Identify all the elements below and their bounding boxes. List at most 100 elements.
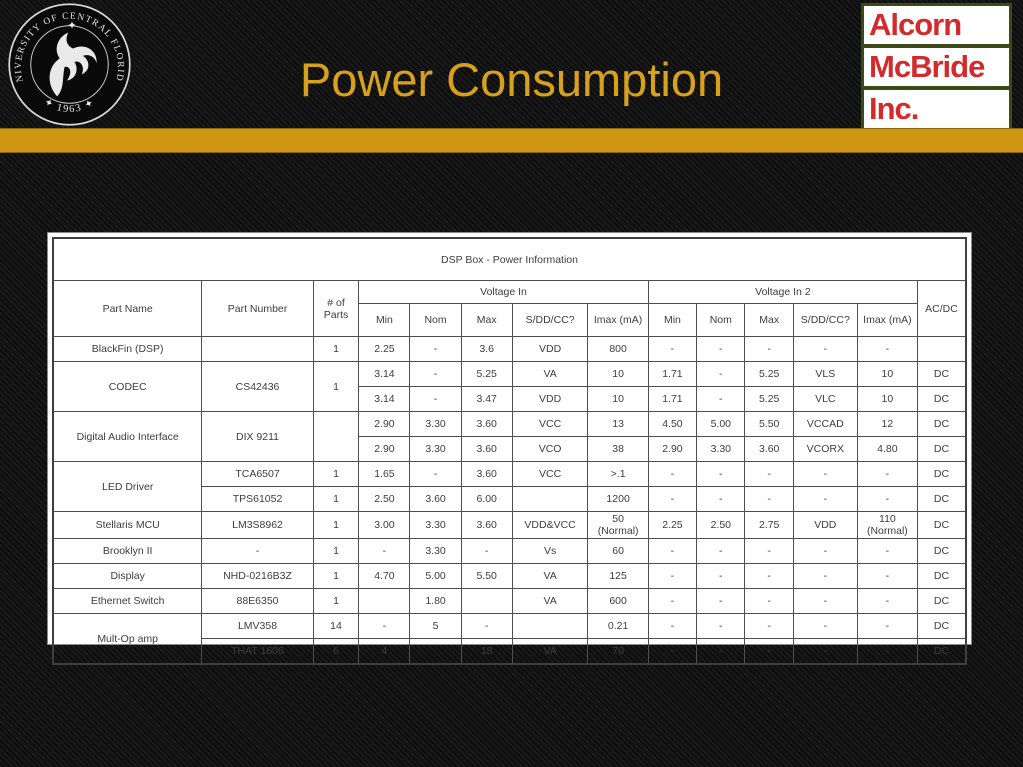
table-cell: 6 bbox=[312, 638, 360, 665]
table-cell: 5.25 bbox=[460, 361, 513, 387]
table-cell: 1 bbox=[312, 336, 360, 362]
gold-divider-bar bbox=[0, 128, 1023, 153]
power-table-panel: DSP Box - Power Information Part Name Pa… bbox=[47, 232, 972, 665]
table-cell: - bbox=[792, 486, 858, 512]
table-cell bbox=[201, 336, 314, 362]
table-cell: - bbox=[696, 638, 746, 665]
table-cell: VDD bbox=[511, 336, 589, 362]
table-cell: - bbox=[696, 336, 746, 362]
table-cell: DC bbox=[917, 638, 967, 665]
alcorn-logo-line: Alcorn bbox=[861, 3, 1012, 46]
table-cell: - bbox=[856, 336, 919, 362]
table-cell: VCO bbox=[511, 436, 589, 462]
table-cell: - bbox=[792, 588, 858, 614]
table-cell: - bbox=[792, 461, 858, 487]
table-cell: DC bbox=[917, 436, 967, 462]
table-cell: Stellaris MCU bbox=[52, 511, 203, 539]
table-cell: 50 (Normal) bbox=[587, 511, 649, 539]
table-cell: 3.14 bbox=[358, 386, 411, 412]
table-cell: - bbox=[358, 613, 411, 639]
col-header-num-parts: # of Parts bbox=[312, 280, 360, 337]
table-row: BlackFin (DSP) 1 2.25-3.6 VDD 800- - - - - bbox=[52, 336, 967, 362]
svg-text:✦: ✦ bbox=[67, 20, 76, 32]
table-title: DSP Box - Power Information bbox=[52, 237, 967, 281]
table-sub-header-row: Min Nom Max S/DD/CC? Imax (mA) Min Nom M… bbox=[53, 303, 966, 337]
table-cell: VA bbox=[511, 588, 589, 614]
table-cell: BlackFin (DSP) bbox=[52, 336, 203, 362]
table-cell: 1.71 bbox=[647, 386, 698, 412]
table-cell: - bbox=[696, 486, 746, 512]
table-group-header-row: Part Name Part Number # of Parts Voltage… bbox=[52, 280, 967, 337]
table-cell: - bbox=[647, 638, 698, 665]
table-cell: - bbox=[696, 386, 746, 412]
col-header-part-number: Part Number bbox=[201, 280, 314, 337]
table-cell: 4.50 bbox=[647, 411, 698, 437]
table-cell: 125 bbox=[587, 563, 649, 589]
table-cell: - bbox=[647, 461, 698, 487]
pegasus-icon: ✦ bbox=[49, 20, 97, 97]
table-cell: - bbox=[856, 461, 919, 487]
table-cell: 1200 bbox=[587, 486, 649, 512]
table-cell: - bbox=[409, 461, 462, 487]
table-cell: LMV358 bbox=[201, 613, 314, 639]
table-cell: - bbox=[696, 563, 746, 589]
col-header-max-2: Max bbox=[744, 303, 794, 337]
alcorn-logo-line: McBride bbox=[861, 45, 1012, 88]
table-cell: 3.14 bbox=[358, 361, 411, 387]
table-title-row: DSP Box - Power Information bbox=[52, 237, 967, 281]
table-cell: - bbox=[647, 588, 698, 614]
table-cell: 5.50 bbox=[744, 411, 794, 437]
table-cell: DIX 9211 bbox=[201, 411, 314, 462]
table-cell: VDD bbox=[511, 386, 589, 412]
table-cell: - bbox=[460, 538, 513, 564]
col-header-min: Min bbox=[358, 303, 411, 337]
alcorn-mcbride-logo: Alcorn McBride Inc. bbox=[861, 3, 1012, 130]
table-cell: VDD bbox=[792, 511, 858, 539]
col-header-sddcc: S/DD/CC? bbox=[511, 303, 589, 337]
table-cell: LM3S8962 bbox=[201, 511, 314, 539]
table-cell: - bbox=[856, 638, 919, 665]
table-cell: Ethernet Switch bbox=[52, 588, 203, 614]
table-cell: 1 bbox=[312, 511, 360, 539]
table-cell: 1 bbox=[312, 563, 360, 589]
table-cell: VDD&VCC bbox=[511, 511, 589, 539]
table-row: 3.14-3.47 VDD 10 1.71-5.25 VLC 10 DC bbox=[53, 386, 967, 412]
table-cell: 10 bbox=[587, 361, 649, 387]
table-cell: VA bbox=[511, 361, 589, 387]
table-cell: 5.25 bbox=[744, 361, 794, 387]
col-header-max: Max bbox=[460, 303, 513, 337]
table-cell: - bbox=[696, 461, 746, 487]
table-cell: - bbox=[856, 588, 919, 614]
table-cell: >.1 bbox=[587, 461, 649, 487]
table-cell: VCCAD bbox=[792, 411, 858, 437]
col-header-nom-2: Nom bbox=[696, 303, 746, 337]
table-cell: - bbox=[792, 613, 858, 639]
table-cell: - bbox=[744, 336, 794, 362]
col-header-part-name: Part Name bbox=[52, 280, 203, 337]
table-cell: DC bbox=[917, 563, 967, 589]
table-cell: 10 bbox=[856, 361, 919, 387]
table-cell: 5 bbox=[409, 613, 462, 639]
table-cell: 3.60 bbox=[460, 411, 513, 437]
ucf-seal-logo: UNIVERSITY OF CENTRAL FLORIDA ✦ 1963 ✦ ✦ bbox=[8, 3, 131, 126]
col-header-nom: Nom bbox=[409, 303, 462, 337]
table-cell: - bbox=[647, 486, 698, 512]
table-row: THAT 1606 6 4 18 VA 70- - - - - DC bbox=[53, 638, 967, 665]
table-cell: - bbox=[647, 538, 698, 564]
table-row: Brooklyn II -1-3.30- Vs 60- - - - - DC bbox=[52, 538, 967, 564]
table-cell: 6.00 bbox=[460, 486, 513, 512]
table-cell: 1 bbox=[312, 486, 360, 512]
table-cell: 18 bbox=[460, 638, 513, 665]
table-cell: 1 bbox=[312, 461, 360, 487]
table-cell: - bbox=[696, 361, 746, 387]
table-cell: VCC bbox=[511, 411, 589, 437]
table-cell: - bbox=[647, 613, 698, 639]
table-cell: DC bbox=[917, 461, 967, 487]
table-cell: 3.6 bbox=[460, 336, 513, 362]
table-cell: - bbox=[409, 361, 462, 387]
table-cell: DC bbox=[917, 361, 967, 387]
table-cell: - bbox=[856, 486, 919, 512]
table-cell: 2.50 bbox=[696, 511, 746, 539]
table-cell: 1.80 bbox=[409, 588, 462, 614]
